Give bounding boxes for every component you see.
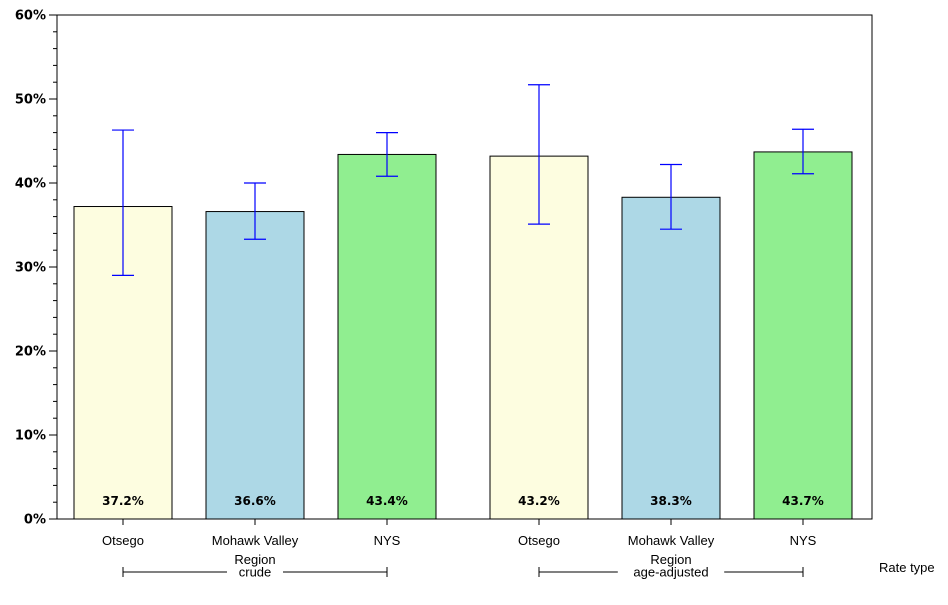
category-label: Mohawk Valley	[628, 533, 715, 548]
y-tick-label: 0%	[24, 513, 46, 528]
group-axis-label: Rate type	[879, 560, 935, 575]
y-tick-label: 20%	[15, 345, 46, 360]
plot-frame	[57, 15, 872, 519]
bar	[206, 212, 304, 519]
category-label: Otsego	[518, 533, 560, 548]
category-label: NYS	[790, 533, 817, 548]
bar	[622, 197, 720, 519]
category-label: Otsego	[102, 533, 144, 548]
bar	[338, 154, 436, 519]
data-label: 36.6%	[234, 494, 276, 508]
y-tick-label: 10%	[15, 429, 46, 444]
group-brackets: crude age-adjusted	[123, 565, 803, 580]
y-tick-label: 40%	[15, 177, 46, 192]
data-label: 43.2%	[518, 494, 560, 508]
data-label: 43.4%	[366, 494, 408, 508]
data-label: 43.7%	[782, 494, 824, 508]
bars	[74, 152, 852, 519]
data-label: 37.2%	[102, 494, 144, 508]
y-tick-label: 50%	[15, 93, 46, 108]
y-tick-label: 30%	[15, 261, 46, 276]
category-label: Mohawk Valley	[212, 533, 299, 548]
bar	[754, 152, 852, 519]
category-label: NYS	[374, 533, 401, 548]
y-tick-label: 60%	[15, 9, 46, 24]
group-label: age-adjusted	[633, 565, 708, 580]
group-label: crude	[239, 565, 272, 580]
y-axis: 0% 10% 20% 30% 40% 50% 60%	[15, 9, 57, 528]
data-label: 38.3%	[650, 494, 692, 508]
